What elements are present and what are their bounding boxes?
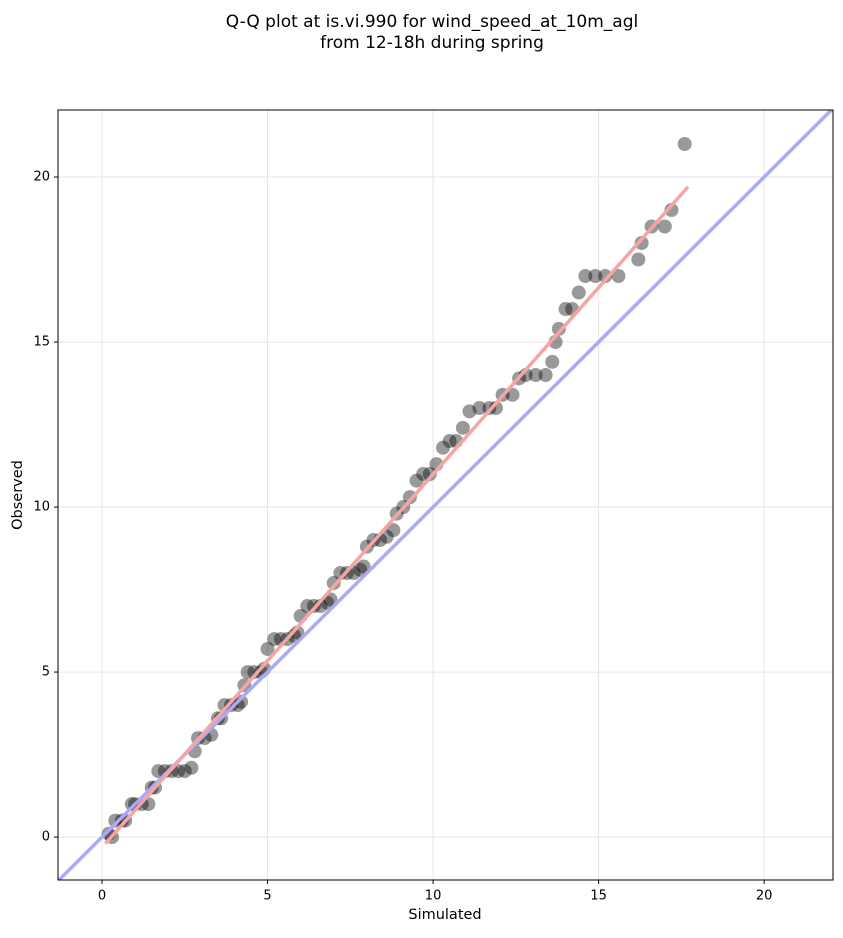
point — [462, 404, 477, 419]
point — [267, 632, 282, 647]
point — [260, 641, 275, 656]
point — [287, 628, 302, 643]
chart-title: Q-Q plot at is.vi.990 for wind_speed_at_… — [226, 12, 638, 32]
y-tick-label: 10 — [33, 500, 50, 515]
point — [488, 401, 503, 416]
point — [664, 203, 679, 218]
point — [598, 269, 613, 284]
point — [386, 523, 401, 538]
point — [184, 760, 199, 775]
point — [402, 490, 417, 505]
y-tick-label: 20 — [33, 169, 50, 184]
point — [409, 473, 424, 488]
chart-subtitle: from 12-18h during spring — [320, 33, 544, 53]
point — [416, 467, 431, 482]
point — [356, 559, 371, 574]
point — [631, 252, 646, 267]
point — [151, 764, 166, 779]
point — [379, 529, 394, 544]
point — [588, 269, 603, 284]
y-tick-label: 5 — [42, 665, 50, 680]
reference-line — [104, 185, 690, 845]
plot-frame — [57, 109, 834, 881]
x-axis-label: Simulated — [408, 907, 481, 923]
y-tick-label: 0 — [42, 830, 50, 845]
x-tick-label: 15 — [590, 889, 607, 904]
x-tick-label: 0 — [98, 889, 106, 904]
point — [571, 285, 586, 300]
point — [657, 219, 672, 234]
point — [472, 401, 487, 416]
point — [114, 813, 129, 828]
point — [422, 467, 437, 482]
point — [326, 575, 341, 590]
point — [230, 698, 245, 713]
point — [224, 698, 239, 713]
point — [634, 236, 649, 251]
point — [436, 440, 451, 455]
point — [558, 302, 573, 317]
x-tick-label: 10 — [425, 889, 442, 904]
x-tick-label: 20 — [756, 889, 773, 904]
point — [353, 562, 368, 577]
point — [108, 813, 123, 828]
point — [505, 387, 520, 402]
point — [455, 420, 470, 435]
point — [677, 136, 692, 151]
point — [247, 665, 262, 680]
point — [578, 269, 593, 284]
y-axis-label: Observed — [10, 460, 26, 530]
point — [538, 368, 553, 383]
point — [240, 665, 255, 680]
point — [551, 321, 566, 336]
point — [177, 764, 192, 779]
point — [217, 698, 232, 713]
point — [528, 368, 543, 383]
point — [234, 694, 249, 709]
point — [545, 354, 560, 369]
point — [442, 434, 457, 449]
plot-area — [58, 110, 833, 880]
x-tick-label: 5 — [263, 889, 271, 904]
y-tick-label: 15 — [33, 335, 50, 350]
point — [611, 269, 626, 284]
